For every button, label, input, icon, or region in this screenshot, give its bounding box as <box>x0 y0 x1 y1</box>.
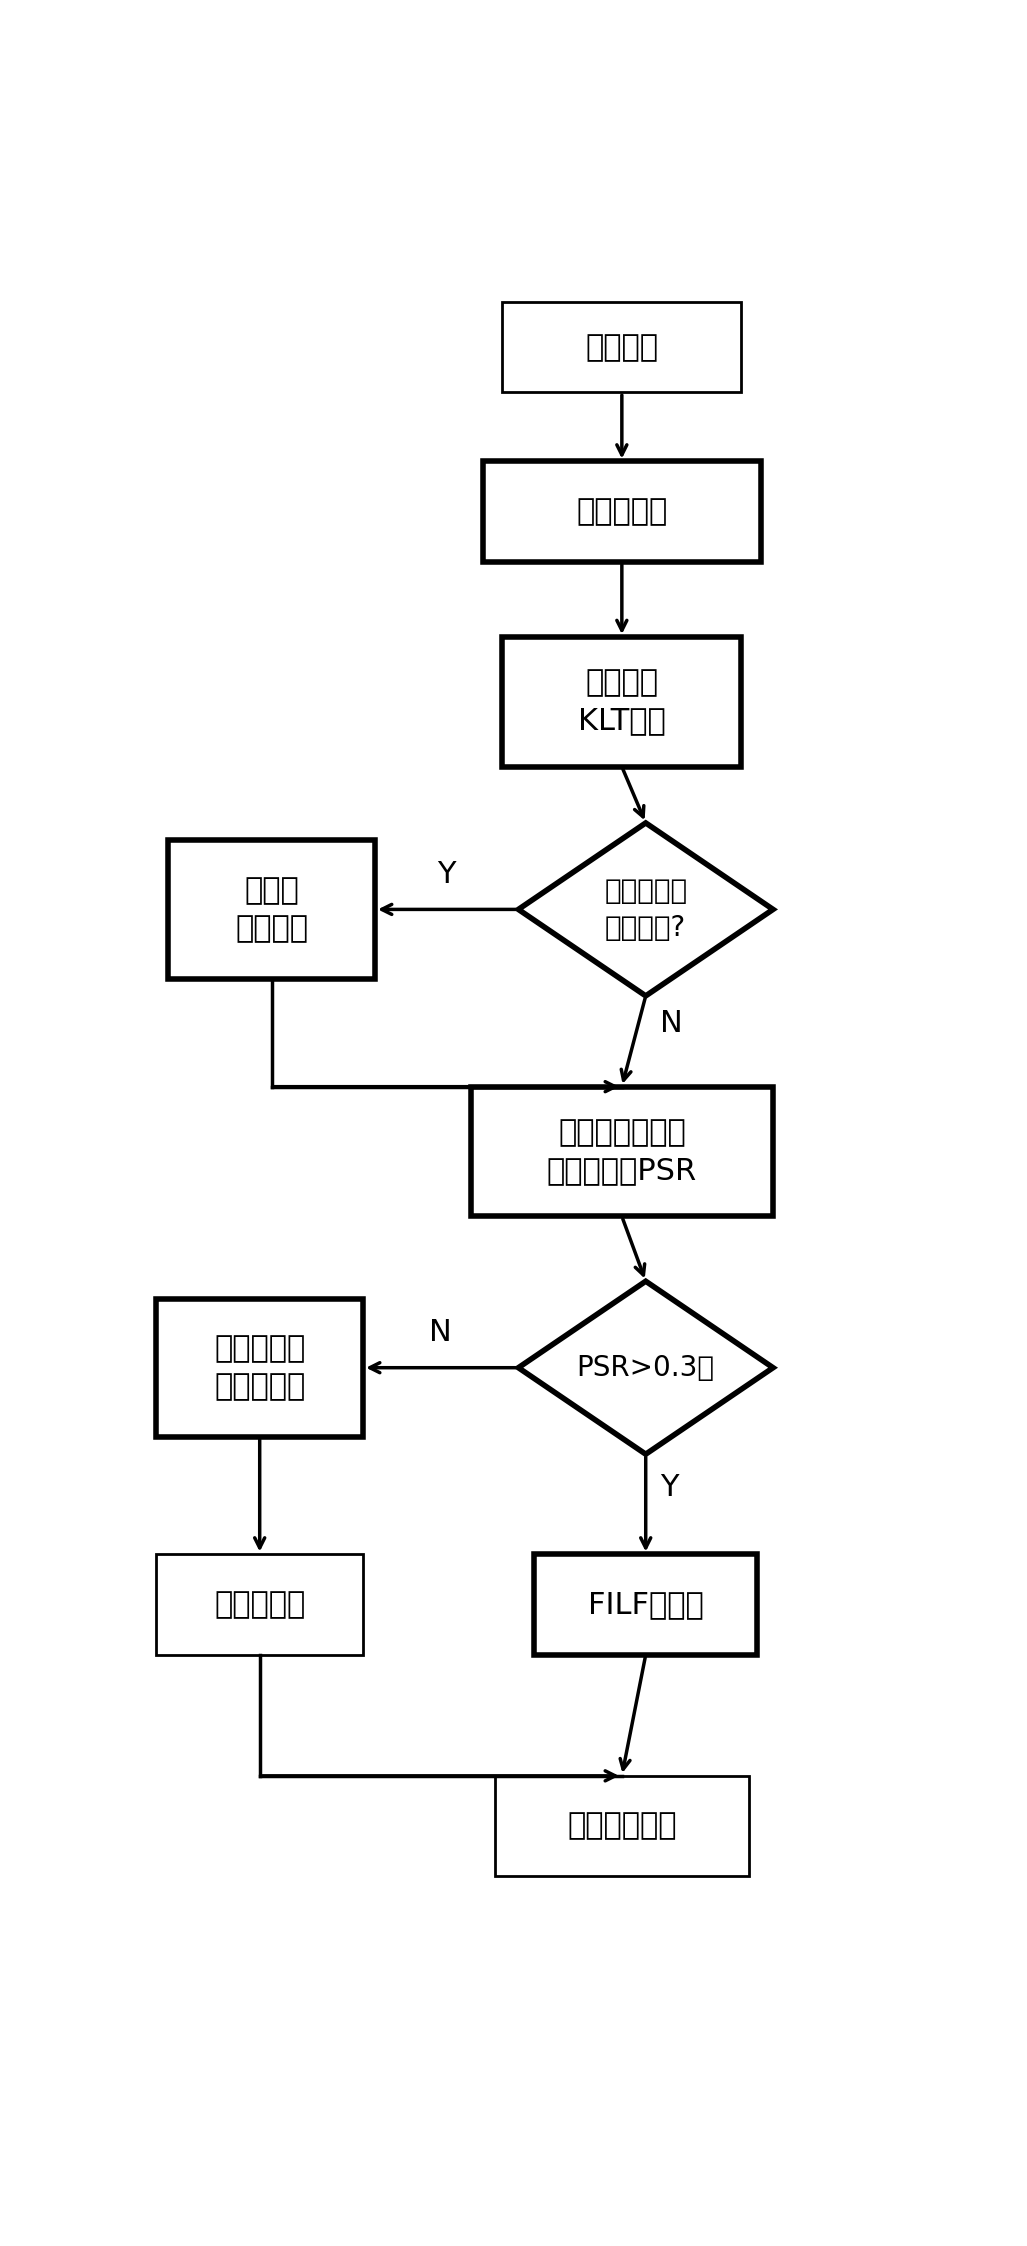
Text: PSR>0.3？: PSR>0.3？ <box>577 1354 715 1381</box>
Bar <box>495 1777 750 1875</box>
Bar <box>483 460 761 562</box>
Bar <box>168 840 375 979</box>
Text: Y: Y <box>438 860 456 889</box>
Bar <box>534 1554 757 1655</box>
Text: N: N <box>429 1318 452 1348</box>
Text: 检查像素值
溢出问题?: 检查像素值 溢出问题? <box>604 876 687 941</box>
Polygon shape <box>519 1280 773 1453</box>
Text: 算术编码器: 算术编码器 <box>214 1590 305 1619</box>
Text: Y: Y <box>660 1473 679 1503</box>
Text: N: N <box>660 1008 683 1038</box>
Polygon shape <box>519 822 773 995</box>
Bar <box>502 303 741 393</box>
Text: 可逆整数
KLT变换: 可逆整数 KLT变换 <box>578 669 665 734</box>
Bar <box>156 1554 364 1655</box>
Bar <box>156 1298 364 1437</box>
Text: FILF压缩器: FILF压缩器 <box>587 1590 703 1619</box>
Text: 拟合高斯分
布函数参数: 拟合高斯分 布函数参数 <box>214 1334 305 1402</box>
Text: 逐通道计算图像
均匀性指标PSR: 逐通道计算图像 均匀性指标PSR <box>546 1119 697 1186</box>
Bar <box>470 1087 773 1217</box>
Text: 图像预处理: 图像预处理 <box>576 496 668 526</box>
Text: 输入图像: 输入图像 <box>585 332 658 362</box>
Text: 拆开为
多个通道: 拆开为 多个通道 <box>235 876 308 943</box>
Text: 输出压缩文件: 输出压缩文件 <box>567 1813 677 1839</box>
Bar <box>502 638 741 766</box>
